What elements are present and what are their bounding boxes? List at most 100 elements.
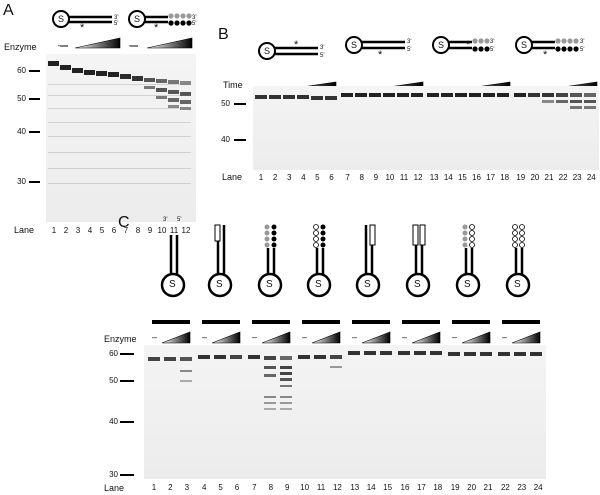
lane-number: 4 [201,483,207,492]
panel-a-asterisk-2: * [154,22,159,34]
lane-number: 8 [135,226,141,235]
lane-number: 16 [400,483,410,492]
lane-number: 19 [516,173,526,182]
lane-number: 21 [544,173,554,182]
panel-b-asterisk-1: * [294,39,299,51]
lane-number: 6 [234,483,240,492]
lane-number: 8 [359,173,364,182]
panel-b-end-5prime-4: 5' [580,47,585,53]
panel-c-s-label-8: S [514,279,521,290]
panel-c-no-enzyme-3: – [252,332,258,342]
panel-c-row-label-enzyme: Enzyme [104,334,137,344]
lane-number: 5 [315,173,320,182]
panel-b-end-3prime-3: 3' [490,39,495,45]
panel-b-marker-40: 40 [221,135,230,144]
panel-b-asterisk-3: * [466,39,471,51]
lane-number: 9 [373,173,379,182]
panel-a-no-enzyme-1: – [58,40,64,50]
lane-number: 10 [385,173,395,182]
lane-number: 20 [467,483,477,492]
lane-number: 19 [450,483,460,492]
panel-b-substrate-1 [258,42,318,60]
panel-b-substrate-2 [345,36,405,54]
panel-a-row-label-enzyme: Enzyme [4,42,37,52]
lane-number: 23 [572,173,582,182]
panel-c-end-5prime: 5' [177,217,182,223]
panel-c-group-bars [152,320,540,324]
panel-b-letter: B [218,26,229,43]
lane-number: 6 [329,173,334,182]
panel-b-end-5prime-3: 5' [490,47,495,53]
lane-number: 14 [443,173,453,182]
panel-a-substrate-1 [52,10,112,28]
panel-c-s-label-7: S [464,279,471,290]
lane-number: 7 [123,226,129,235]
lane-number: 13 [350,483,360,492]
lane-number: 9 [147,226,153,235]
panel-c-s-label-2: S [216,279,223,290]
panel-b-s-label-4: S [521,40,528,50]
panel-a-marker-50: 50 [17,94,26,103]
panel-b-end-3prime-2: 3' [407,39,412,45]
panel-c-no-enzyme-5: – [352,332,358,342]
lane-number: 13 [429,173,439,182]
panel-b-end-5prime-2: 5' [407,47,412,53]
lane-number: 12 [332,483,342,492]
lane-number: 7 [252,483,257,492]
lane-number: 11 [399,173,409,182]
panel-a-faint-ladder [48,84,191,184]
panel-a-lane-label: Lane [14,225,35,235]
panel-c-gel [144,345,546,479]
panel-b-substrate-3 [432,36,490,54]
panel-c-end-3prime: 3' [163,217,168,223]
panel-c-no-enzyme-6: – [402,332,408,342]
lane-number: 23 [517,483,527,492]
panel-c-marker-30: 30 [109,470,118,479]
panel-c-s-label-3: S [266,279,273,290]
lane-number: 10 [300,483,310,492]
lane-number: 3 [286,173,292,182]
panel-b-asterisk-4: * [543,49,548,61]
panel-a-end-5prime-1: 5' [114,21,119,27]
panel-b-end-3prime-4: 3' [580,39,585,45]
panel-c-no-enzyme-4: – [302,332,308,342]
lane-number: 15 [383,483,393,492]
lane-number: 11 [169,226,179,235]
lane-number: 15 [457,173,467,182]
panel-c-enzyme-triangles [161,331,541,344]
panel-b-row-label-time: Time [223,80,243,90]
panel-a-end-5prime-2: 5' [192,21,197,27]
lane-number: 7 [345,173,350,182]
panel-a-s-label-2: S [134,14,141,24]
lane-number: 5 [99,226,105,235]
lane-number: 22 [558,173,568,182]
panel-a-gel [46,54,196,222]
lane-number: 2 [272,173,278,182]
lane-number: 10 [157,226,167,235]
panel-a-no-enzyme-2: – [129,40,135,50]
panel-b-end-5prime-1: 5' [320,53,325,59]
panel-a-marker-30: 30 [17,177,26,186]
lane-number: 8 [268,483,274,492]
panel-c-s-label-6: S [414,279,421,290]
panel-a-marker-60: 60 [17,66,26,75]
panel-b-s-label-1: S [264,46,271,56]
lane-number: 17 [416,483,426,492]
lane-number: 2 [168,483,173,492]
panel-c-marker-50: 50 [109,376,118,385]
panel-b-s-label-3: S [438,40,445,50]
lane-number: 3 [75,226,81,235]
lane-number: 21 [483,483,493,492]
lane-number: 12 [181,226,191,235]
panel-a-substrate-2 [128,10,192,28]
lane-number: 18 [500,173,510,182]
panel-a-marker-40: 40 [17,127,26,136]
lane-number: 5 [218,483,223,492]
lane-number: 6 [111,226,117,235]
lane-number: 1 [51,226,57,235]
panel-c-no-enzyme-2: – [202,332,208,342]
lane-number: 14 [366,483,376,492]
panel-a-asterisk-1: * [80,22,85,34]
panel-c-lane-label: Lane [104,483,125,493]
